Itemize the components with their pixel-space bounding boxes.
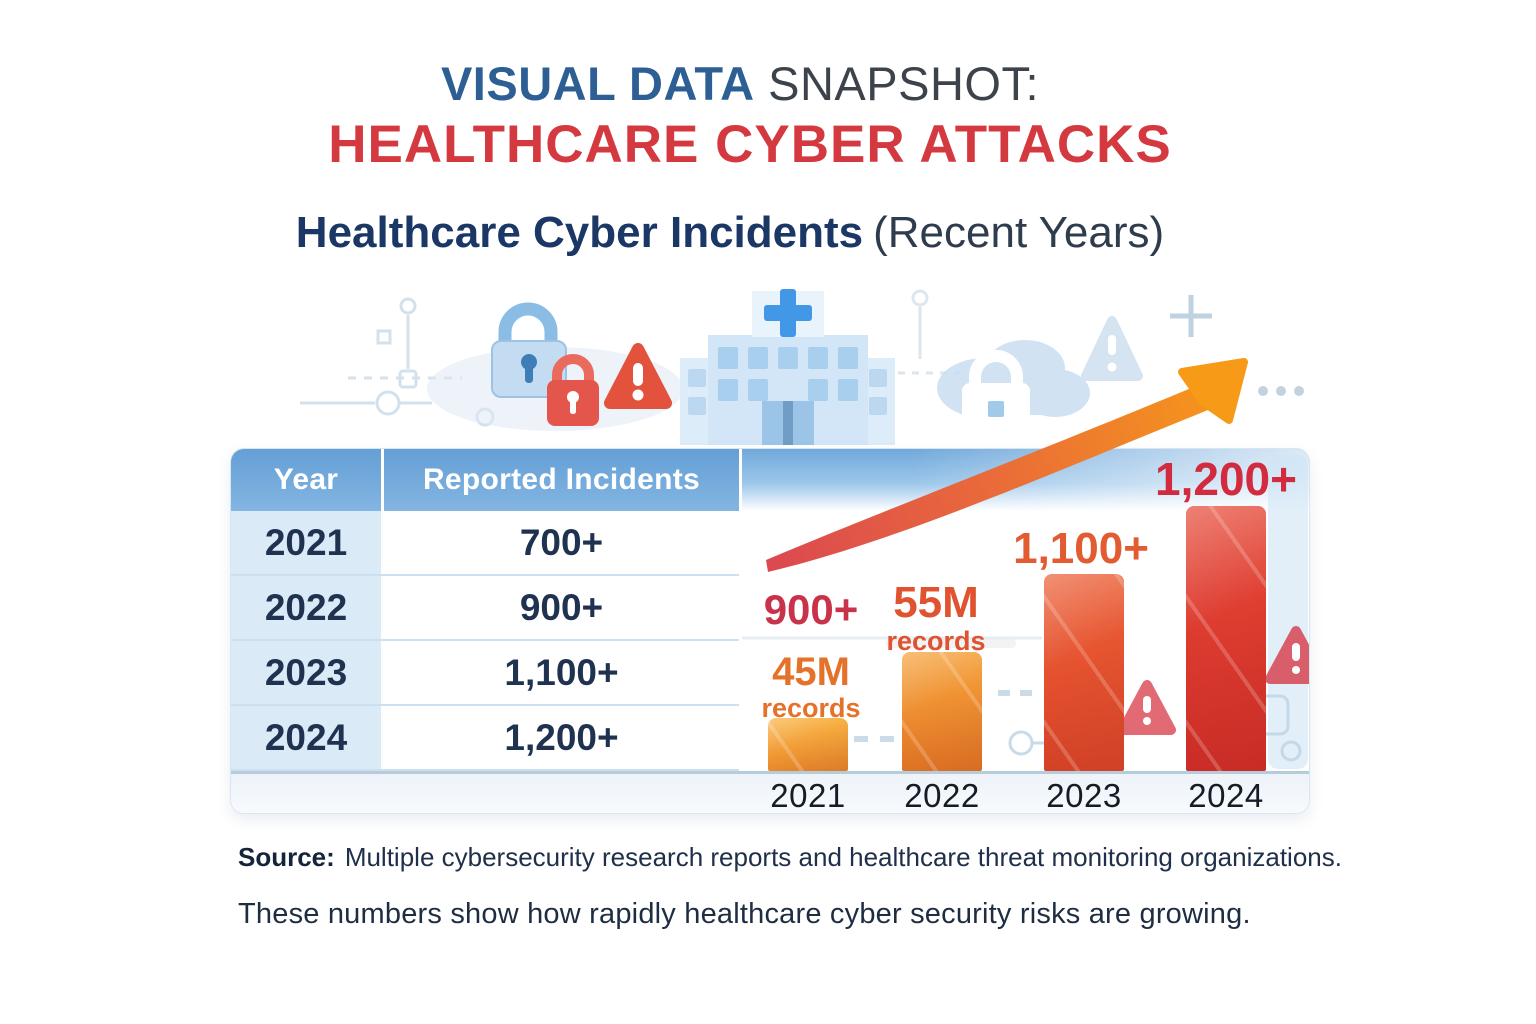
incidents-cell: 1,200+ (384, 706, 739, 771)
alert-triangle-red-icon (604, 343, 672, 409)
summary-note: These numbers show how rapidly healthcar… (238, 898, 1251, 930)
chart-title-secondary: (Recent Years) (873, 208, 1165, 257)
cell-divider (381, 576, 384, 641)
circuit-mid (898, 289, 962, 375)
records-value: 45M (772, 650, 850, 694)
chart-axis-strip (231, 771, 1309, 813)
bar-2023 (1044, 574, 1124, 771)
bar-2024 (1186, 506, 1266, 771)
table-row: 2022 900+ (231, 576, 739, 641)
x-axis-label: 2022 (904, 777, 980, 814)
x-axis-label: 2021 (770, 777, 846, 814)
cell-divider (381, 706, 384, 771)
bar-chart (742, 449, 1309, 771)
cell-divider (381, 641, 384, 706)
table-header-year: Year (231, 449, 381, 511)
value-label-55m: 55M records (861, 578, 1011, 656)
source-text: Multiple cybersecurity research reports … (344, 842, 1342, 872)
year-cell: 2024 (231, 706, 381, 771)
title-rest: SNAPSHOT: (754, 57, 1040, 110)
value-label-1100: 1,100+ (1013, 524, 1149, 573)
value-label-1200: 1,200+ (1155, 453, 1297, 505)
ellipsis-dots-icon (1258, 386, 1304, 396)
year-cell: 2023 (231, 641, 381, 706)
hospital-building-icon (680, 289, 895, 445)
bar-2021 (768, 718, 848, 771)
x-axis-label: 2023 (1046, 777, 1122, 814)
bar-2022 (902, 652, 982, 771)
title-accent: VISUAL DATA (440, 57, 755, 110)
records-unit: records (761, 692, 861, 723)
data-panel: Year Reported Incidents 2021 700+ 2022 9… (230, 448, 1310, 814)
incidents-cell: 900+ (384, 576, 739, 641)
value-label-900: 900+ (763, 586, 859, 633)
year-cell: 2022 (231, 576, 381, 641)
page-title-red: HEALTHCARE CYBER ATTACKS (328, 115, 1172, 174)
cloud-padlock-icon (937, 340, 1090, 435)
records-value: 55M (893, 578, 979, 627)
source-label: Source: (238, 842, 335, 872)
chart-title: Healthcare Cyber Incidents (Recent Years) (0, 208, 1460, 258)
table-row: 2024 1,200+ (231, 706, 739, 771)
cell-divider (381, 511, 384, 576)
table-row: 2023 1,100+ (231, 641, 739, 706)
source-line: Source: Multiple cybersecurity research r… (238, 842, 1342, 873)
alert-triangle-pink-2023-icon (1118, 680, 1176, 735)
alert-triangle-pink-2024-icon (1265, 626, 1309, 684)
incidents-cell: 1,100+ (384, 641, 739, 706)
table-row: 2021 700+ (231, 511, 739, 576)
value-label-45m: 45M records (736, 652, 886, 722)
alert-triangle-faded-icon (1081, 316, 1143, 381)
year-cell: 2021 (231, 511, 381, 576)
table-header-incidents: Reported Incidents (384, 449, 739, 511)
padlock-red-icon (547, 354, 599, 426)
records-unit: records (886, 625, 986, 656)
plus-sign-icon (1170, 295, 1212, 337)
page-title: VISUAL DATA SNAPSHOT: (0, 56, 1480, 111)
side-panel-tint (1268, 455, 1308, 769)
incidents-cell: 700+ (384, 511, 739, 576)
padlock-blue-icon (491, 302, 567, 398)
x-axis-label: 2024 (1188, 777, 1264, 814)
chart-title-main: Healthcare Cyber Incidents (295, 208, 864, 257)
decorative-band (300, 289, 1304, 445)
circuit-nodes-icon (300, 297, 495, 427)
